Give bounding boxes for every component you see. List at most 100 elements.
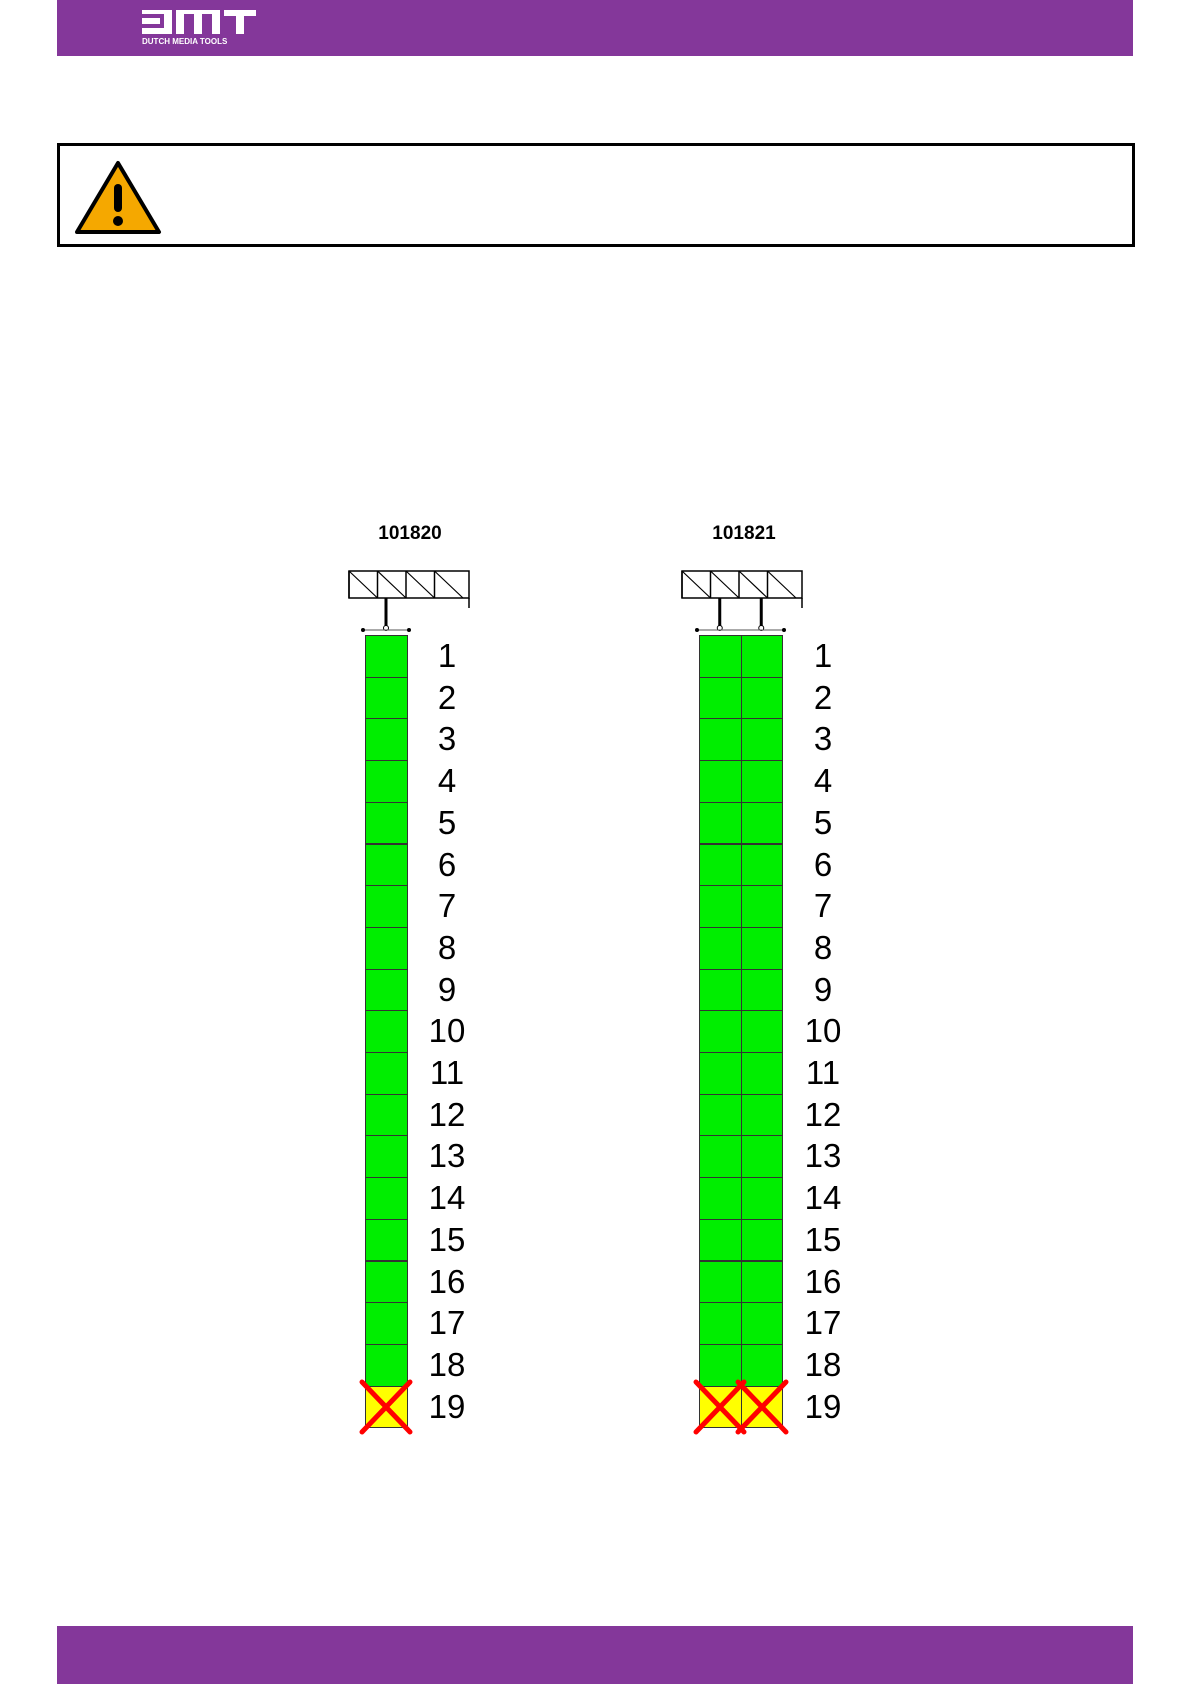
unit-cell xyxy=(699,885,742,928)
unit-cell xyxy=(365,676,408,720)
dmt-logo: DUTCH MEDIA TOOLS xyxy=(142,10,256,46)
unit-number: 7 xyxy=(437,887,457,925)
unit-number: 19 xyxy=(428,1387,466,1425)
unit-number: 2 xyxy=(813,678,833,716)
unit-cell xyxy=(699,1343,742,1387)
unit-number: 1 xyxy=(813,637,833,674)
unit-number: 8 xyxy=(437,928,457,966)
unit-number: 17 xyxy=(428,1304,466,1342)
cross-icon xyxy=(735,1379,788,1435)
unit-number: 13 xyxy=(428,1137,466,1175)
unit-cell xyxy=(365,1218,408,1262)
unit-number: 9 xyxy=(437,970,457,1008)
unit-cell xyxy=(740,676,783,720)
unit-cell xyxy=(365,635,408,678)
unit-cell xyxy=(740,1177,783,1220)
unit-cell xyxy=(740,885,783,928)
unit-cell xyxy=(365,801,408,845)
unit-number: 16 xyxy=(804,1262,842,1300)
unit-number: 12 xyxy=(428,1095,466,1133)
unit-cell xyxy=(365,1135,408,1179)
unit-cell xyxy=(740,801,783,845)
unit-cell xyxy=(365,1302,408,1345)
unit-cell xyxy=(740,1010,783,1053)
unit-cell xyxy=(365,1177,408,1220)
unit-cell xyxy=(699,635,742,678)
header-bar: DUTCH MEDIA TOOLS xyxy=(57,0,1133,56)
unit-number: 9 xyxy=(813,970,833,1008)
unit-cell xyxy=(365,1010,408,1053)
unit-cell xyxy=(699,718,742,762)
unit-cell xyxy=(699,1177,742,1220)
unit-number: 18 xyxy=(428,1345,466,1383)
cross-icon xyxy=(359,1379,413,1435)
unit-cell xyxy=(365,968,408,1012)
footer-bar xyxy=(57,1626,1133,1684)
unit-number: 18 xyxy=(804,1345,842,1383)
unit-number: 19 xyxy=(804,1387,842,1425)
diagram-title: 101821 xyxy=(712,523,776,544)
unit-cell xyxy=(365,760,408,803)
unit-cell xyxy=(740,760,783,803)
unit-number: 4 xyxy=(813,762,833,800)
unit-cell xyxy=(365,1260,408,1304)
unit-number: 5 xyxy=(437,803,457,841)
unit-number: 5 xyxy=(813,803,833,841)
unit-cell xyxy=(365,1052,408,1095)
unit-number: 11 xyxy=(805,1054,841,1091)
unit-cell xyxy=(699,801,742,845)
unit-number: 12 xyxy=(804,1095,842,1133)
unit-number: 15 xyxy=(428,1220,466,1258)
truss-icon xyxy=(681,570,803,632)
unit-cell xyxy=(365,843,408,887)
unit-cell xyxy=(365,926,408,970)
unit-number: 8 xyxy=(813,928,833,966)
unit-cell xyxy=(740,1135,783,1179)
warning-box xyxy=(57,143,1135,247)
unit-cell xyxy=(699,1302,742,1345)
unit-number: 16 xyxy=(428,1262,466,1300)
unit-cell xyxy=(699,968,742,1012)
unit-cell xyxy=(699,926,742,970)
unit-cell xyxy=(740,1052,783,1095)
unit-cell xyxy=(740,1302,783,1345)
unit-number: 15 xyxy=(804,1220,842,1258)
cross-icon xyxy=(693,1379,747,1435)
unit-cell xyxy=(699,760,742,803)
unit-cell xyxy=(740,926,783,970)
unit-cell xyxy=(699,1260,742,1304)
unit-cell xyxy=(740,968,783,1012)
unit-cell xyxy=(365,1093,408,1137)
unit-number: 1 xyxy=(437,637,457,674)
unit-cell xyxy=(740,635,783,678)
unit-cell xyxy=(699,1010,742,1053)
unit-number: 3 xyxy=(437,720,457,758)
unit-cell xyxy=(699,676,742,720)
unit-cell xyxy=(740,1260,783,1304)
unit-number: 3 xyxy=(813,720,833,758)
unit-number: 4 xyxy=(437,762,457,800)
truss-icon xyxy=(348,570,470,632)
unit-number: 10 xyxy=(804,1012,842,1050)
unit-cell xyxy=(699,1052,742,1095)
warning-triangle-icon xyxy=(75,161,161,234)
unit-number: 10 xyxy=(428,1012,466,1050)
unit-cell xyxy=(699,1093,742,1137)
unit-number: 17 xyxy=(804,1304,842,1342)
unit-number: 11 xyxy=(429,1054,465,1091)
unit-number: 2 xyxy=(437,678,457,716)
unit-cell xyxy=(740,1218,783,1262)
unit-number: 13 xyxy=(804,1137,842,1175)
unit-cell xyxy=(365,718,408,762)
unit-number: 7 xyxy=(813,887,833,925)
unit-cell xyxy=(365,885,408,928)
logo-subtext: DUTCH MEDIA TOOLS xyxy=(142,37,228,46)
unit-cell xyxy=(699,843,742,887)
unit-number: 6 xyxy=(813,845,833,883)
unit-cell xyxy=(740,843,783,887)
unit-number: 14 xyxy=(428,1179,466,1217)
unit-cell xyxy=(740,718,783,762)
diagram-title: 101820 xyxy=(378,523,442,544)
unit-cell xyxy=(740,1093,783,1137)
unit-cell xyxy=(699,1218,742,1262)
